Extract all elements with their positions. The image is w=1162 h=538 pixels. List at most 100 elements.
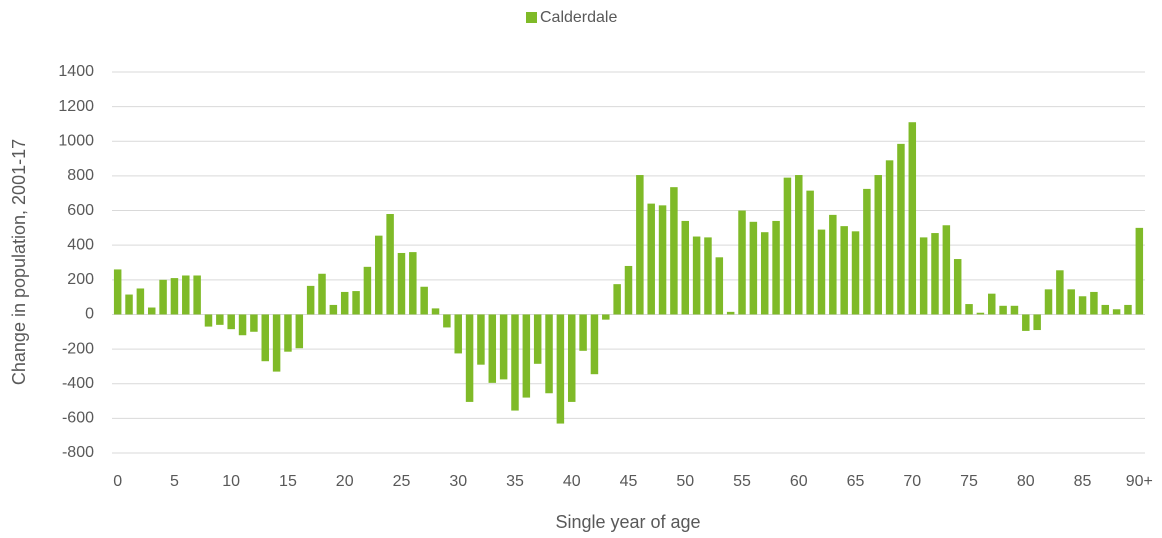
x-tick-label: 30: [449, 473, 467, 490]
bar: [397, 252, 406, 315]
bar: [227, 314, 235, 330]
y-tick-label: 1200: [58, 98, 94, 115]
bar: [204, 314, 213, 327]
bar: [795, 175, 803, 315]
bar: [386, 214, 394, 315]
bar: [1056, 270, 1064, 315]
bar: [488, 314, 497, 383]
bar: [420, 286, 428, 315]
bar: [182, 275, 190, 315]
bar: [829, 214, 837, 315]
y-tick-label: -200: [62, 340, 94, 357]
bar: [670, 187, 678, 315]
bar: [1022, 314, 1030, 331]
bar: [897, 143, 905, 315]
bar: [942, 225, 951, 315]
bar: [772, 220, 780, 315]
bar: [1135, 227, 1144, 315]
bar: [999, 305, 1007, 315]
x-tick-label: 40: [563, 473, 581, 490]
bar: [647, 203, 655, 315]
x-tick-label: 50: [676, 473, 694, 490]
bar: [1010, 305, 1019, 315]
bar: [840, 226, 848, 315]
bar: [806, 190, 814, 315]
bar: [1078, 296, 1087, 315]
bar: [579, 314, 587, 351]
y-tick-label: 1000: [58, 132, 94, 149]
bar: [238, 314, 247, 336]
x-tick-label: 65: [847, 473, 865, 490]
bar: [556, 314, 565, 424]
bar: [692, 236, 701, 315]
bar: [193, 275, 201, 315]
bar: [431, 308, 440, 315]
bar: [760, 232, 769, 315]
bar: [1124, 304, 1132, 315]
bar: [783, 177, 792, 315]
bar: [863, 188, 871, 315]
bar: [147, 307, 156, 315]
x-tick-label: 75: [960, 473, 978, 490]
bar: [136, 288, 145, 315]
x-tick-label: 20: [336, 473, 354, 490]
bar: [613, 284, 621, 315]
x-tick-label: 55: [733, 473, 751, 490]
bar: [216, 314, 224, 325]
y-axis-label: Change in population, 2001-17: [9, 139, 29, 385]
bar: [409, 252, 417, 315]
bar: [953, 259, 962, 315]
x-tick-label: 25: [393, 473, 411, 490]
bar: [533, 314, 542, 364]
bar: [499, 314, 508, 380]
y-tick-label: -800: [62, 444, 94, 461]
bar: [988, 293, 996, 315]
bar: [1112, 309, 1121, 315]
bar: [363, 266, 372, 315]
bar: [113, 269, 122, 315]
x-tick-label: 0: [113, 473, 122, 490]
bar: [329, 304, 338, 315]
x-tick-label: 60: [790, 473, 808, 490]
bar: [851, 231, 860, 315]
bar: [522, 314, 531, 398]
bar: [443, 314, 451, 328]
x-tick-label: 15: [279, 473, 297, 490]
bar: [817, 229, 826, 315]
y-tick-label: 1400: [58, 63, 94, 80]
bar: [295, 314, 304, 349]
bar: [284, 314, 292, 352]
bar: [125, 294, 133, 315]
bar: [1044, 289, 1053, 315]
x-tick-label: 85: [1074, 473, 1092, 490]
bar: [272, 314, 281, 372]
x-tick-label: 70: [903, 473, 921, 490]
bar: [454, 314, 462, 354]
bar: [976, 312, 985, 315]
bar: [874, 175, 882, 315]
bar: [306, 285, 315, 315]
y-tick-label: 400: [67, 236, 94, 253]
bar: [352, 291, 360, 315]
bar: [1033, 314, 1041, 331]
x-tick-label: 80: [1017, 473, 1035, 490]
bar: [681, 220, 690, 315]
x-tick-label: 35: [506, 473, 524, 490]
bar: [602, 314, 610, 320]
bar: [965, 304, 973, 315]
bar: [375, 235, 383, 315]
x-tick-label: 90+: [1126, 473, 1153, 490]
bar: [908, 122, 917, 315]
bar: [477, 314, 485, 365]
bar: [658, 205, 667, 315]
y-tick-label: 0: [85, 306, 94, 323]
bar: [567, 314, 576, 402]
bar: [715, 257, 724, 315]
y-tick-label: 600: [67, 202, 94, 219]
bar: [1067, 289, 1075, 315]
bar: [511, 314, 519, 411]
x-tick-label: 10: [222, 473, 240, 490]
bar: [340, 291, 349, 315]
bar: [545, 314, 553, 394]
